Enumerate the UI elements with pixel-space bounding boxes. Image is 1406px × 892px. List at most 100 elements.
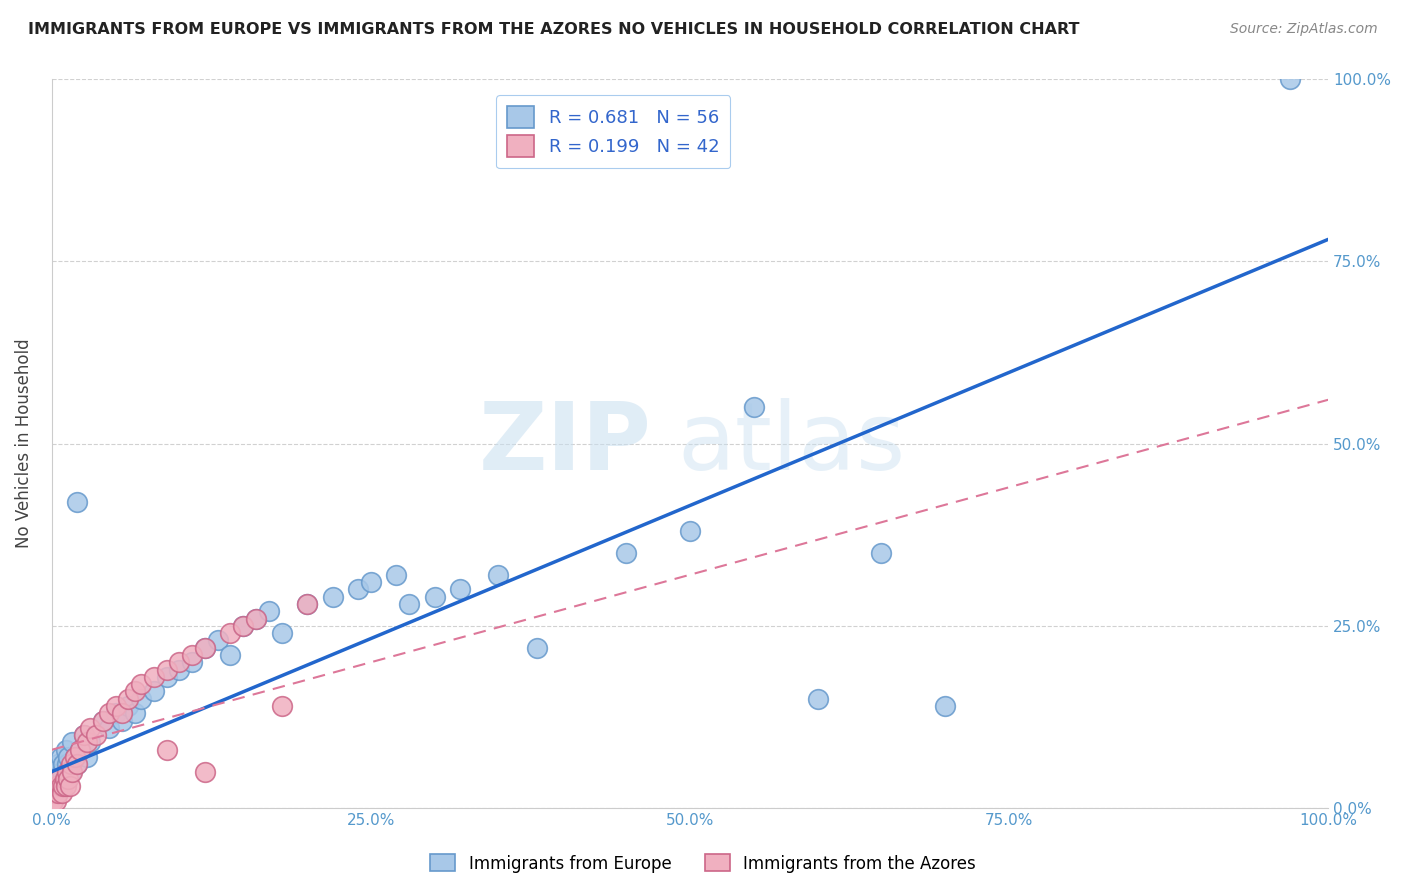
Point: [124, 684, 146, 698]
Point: [156, 743, 179, 757]
Point: [53, 772, 76, 786]
Point: [232, 619, 254, 633]
Point: [111, 714, 134, 728]
Point: [42, 794, 65, 808]
Point: [104, 698, 127, 713]
Point: [194, 640, 217, 655]
Point: [181, 648, 204, 662]
Point: [73, 728, 96, 742]
Point: [46, 787, 69, 801]
Point: [181, 655, 204, 669]
Point: [59, 779, 82, 793]
Point: [60, 764, 83, 779]
Point: [295, 597, 318, 611]
Point: [55, 743, 77, 757]
Point: [53, 772, 76, 786]
Point: [742, 400, 765, 414]
Point: [58, 772, 80, 786]
Point: [79, 721, 101, 735]
Point: [117, 691, 139, 706]
Point: [44, 779, 66, 793]
Point: [232, 619, 254, 633]
Point: [219, 648, 242, 662]
Point: [142, 670, 165, 684]
Point: [104, 706, 127, 721]
Point: [48, 772, 70, 786]
Point: [51, 764, 73, 779]
Point: [257, 604, 280, 618]
Point: [614, 546, 637, 560]
Point: [124, 706, 146, 721]
Point: [69, 743, 91, 757]
Point: [63, 750, 86, 764]
Point: [91, 714, 114, 728]
Point: [142, 684, 165, 698]
Point: [51, 787, 73, 801]
Point: [111, 706, 134, 721]
Point: [679, 524, 702, 538]
Point: [66, 495, 89, 509]
Point: [219, 626, 242, 640]
Text: Source: ZipAtlas.com: Source: ZipAtlas.com: [1230, 22, 1378, 37]
Point: [45, 772, 67, 786]
Text: ZIP: ZIP: [479, 398, 651, 490]
Point: [194, 764, 217, 779]
Point: [52, 757, 75, 772]
Point: [488, 567, 510, 582]
Point: [69, 743, 91, 757]
Point: [156, 663, 179, 677]
Point: [55, 779, 77, 793]
Point: [934, 698, 956, 713]
Point: [870, 546, 893, 560]
Point: [45, 764, 67, 779]
Point: [156, 670, 179, 684]
Point: [73, 728, 96, 742]
Point: [1278, 72, 1301, 87]
Point: [207, 633, 229, 648]
Point: [117, 698, 139, 713]
Point: [360, 575, 382, 590]
Point: [44, 787, 66, 801]
Point: [423, 590, 446, 604]
Point: [60, 735, 83, 749]
Point: [79, 735, 101, 749]
Point: [45, 794, 67, 808]
Point: [245, 611, 267, 625]
Point: [63, 750, 86, 764]
Text: IMMIGRANTS FROM EUROPE VS IMMIGRANTS FROM THE AZORES NO VEHICLES IN HOUSEHOLD CO: IMMIGRANTS FROM EUROPE VS IMMIGRANTS FRO…: [28, 22, 1080, 37]
Point: [245, 611, 267, 625]
Point: [49, 750, 72, 764]
Point: [129, 691, 152, 706]
Point: [526, 640, 548, 655]
Point: [49, 779, 72, 793]
Point: [52, 779, 75, 793]
Point: [86, 728, 108, 742]
Point: [56, 757, 79, 772]
Point: [169, 663, 191, 677]
Point: [322, 590, 344, 604]
Point: [98, 721, 121, 735]
Point: [129, 677, 152, 691]
Legend: Immigrants from Europe, Immigrants from the Azores: Immigrants from Europe, Immigrants from …: [423, 847, 983, 880]
Point: [66, 757, 89, 772]
Point: [58, 750, 80, 764]
Y-axis label: No Vehicles in Household: No Vehicles in Household: [15, 339, 32, 549]
Point: [347, 582, 370, 597]
Point: [48, 772, 70, 786]
Point: [449, 582, 471, 597]
Point: [56, 764, 79, 779]
Point: [59, 757, 82, 772]
Point: [76, 735, 98, 749]
Point: [270, 626, 292, 640]
Point: [398, 597, 420, 611]
Point: [169, 655, 191, 669]
Point: [66, 757, 89, 772]
Point: [91, 714, 114, 728]
Point: [46, 757, 69, 772]
Point: [76, 750, 98, 764]
Point: [98, 706, 121, 721]
Point: [806, 691, 828, 706]
Text: atlas: atlas: [678, 398, 905, 490]
Point: [270, 698, 292, 713]
Legend: R = 0.681   N = 56, R = 0.199   N = 42: R = 0.681 N = 56, R = 0.199 N = 42: [496, 95, 730, 169]
